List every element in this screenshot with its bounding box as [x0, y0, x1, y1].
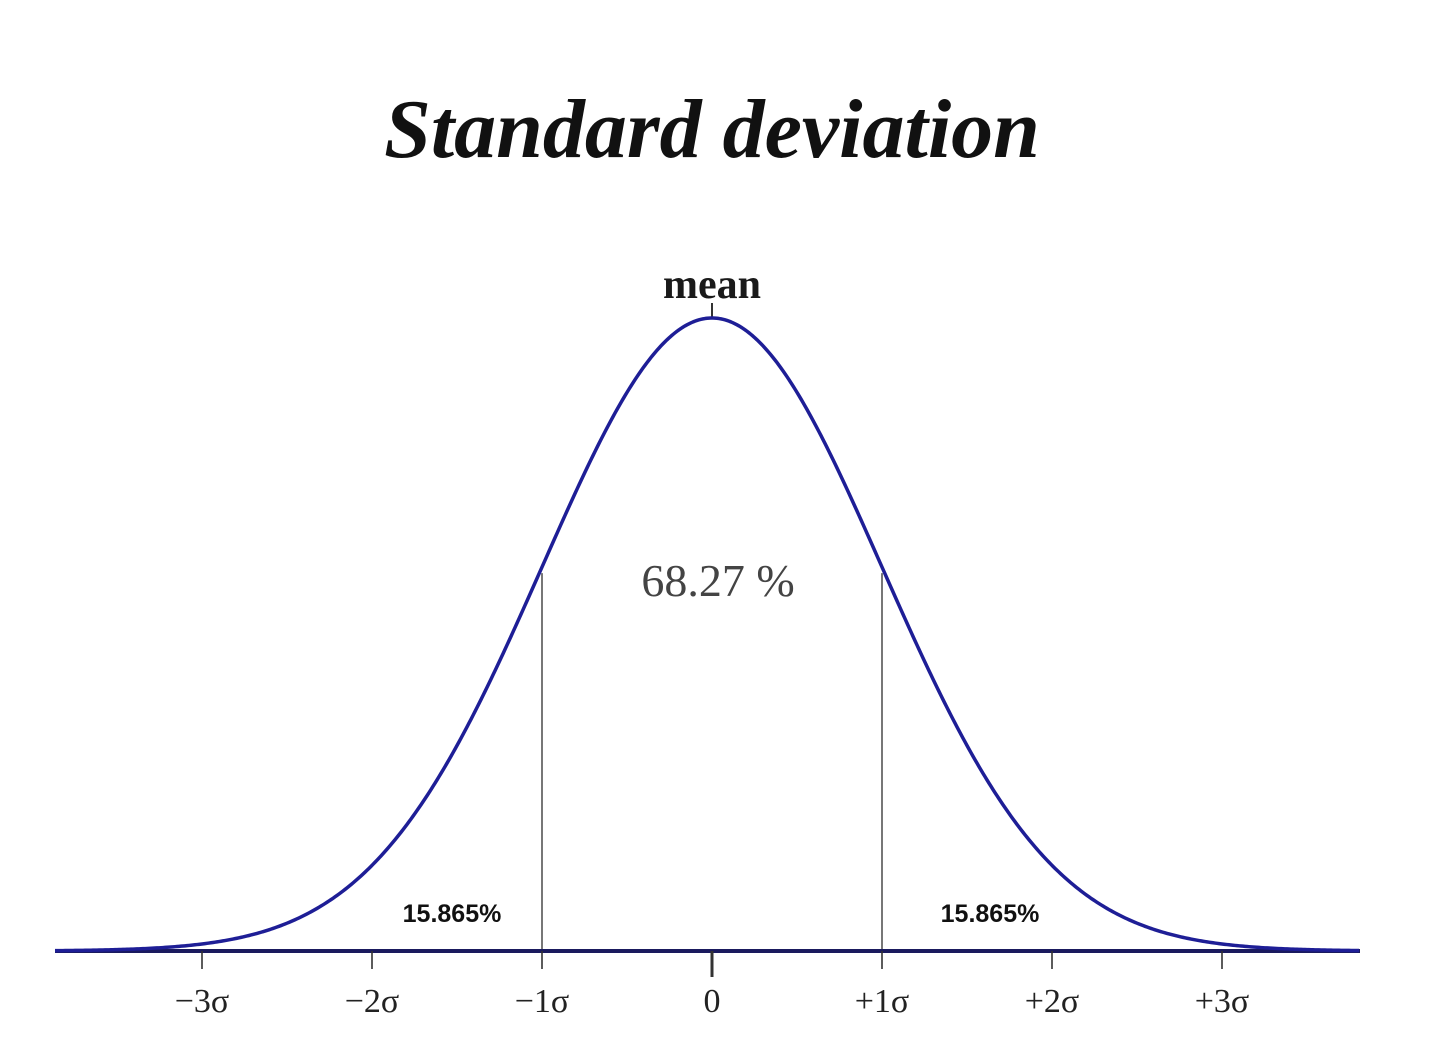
mean-label: mean [663, 262, 761, 308]
chart-title: Standard deviation [384, 83, 1040, 176]
x-tick-label: −2σ [345, 983, 400, 1020]
x-tick-label: +2σ [1025, 983, 1080, 1020]
left-tail-label: 15.865% [403, 900, 502, 928]
x-tick-label: −3σ [175, 983, 230, 1020]
x-tick-label: 0 [704, 983, 721, 1020]
x-tick-label: +3σ [1195, 983, 1250, 1020]
x-tick-label: +1σ [855, 983, 910, 1020]
x-tick-label: −1σ [515, 983, 570, 1020]
center-region-label: 68.27 % [641, 555, 794, 606]
normal-curve [54, 316, 1360, 953]
right-tail-label: 15.865% [941, 900, 1040, 928]
